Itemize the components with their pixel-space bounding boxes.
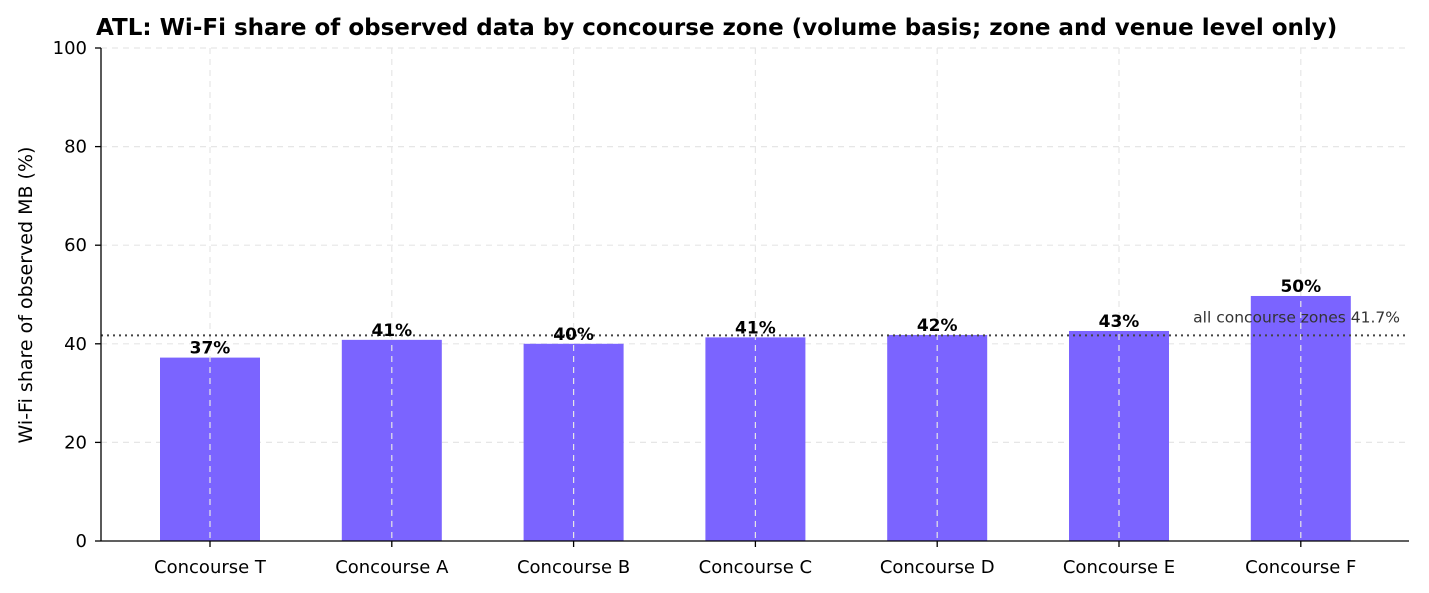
bar (523, 343, 624, 541)
y-tick-label: 0 (76, 531, 87, 552)
labels-layer: 37% 41% 40% 41% 42% 43% 50% (190, 277, 1322, 359)
bar-data-label: 40% (553, 325, 594, 345)
x-tick-label: Concourse B (517, 557, 630, 578)
bar-data-label: 41% (371, 321, 412, 341)
bar-data-label: 43% (1099, 312, 1140, 332)
y-tick-label: 100 (53, 38, 87, 59)
y-tick-label: 20 (64, 432, 87, 453)
y-tick-label: 60 (64, 235, 87, 256)
bar-data-label: 37% (190, 339, 231, 359)
bar-data-label: 41% (735, 318, 776, 338)
x-tick-label: Concourse E (1063, 557, 1175, 578)
bar-data-label: 50% (1280, 277, 1321, 297)
y-axis-label: Wi-Fi share of observed MB (%) (15, 147, 37, 444)
x-tick-label: Concourse T (154, 557, 267, 578)
x-tick-label: Concourse F (1245, 557, 1356, 578)
x-tick-label: Concourse D (880, 557, 995, 578)
bar-data-label: 42% (917, 316, 958, 336)
axes-layer: 0 20 40 60 80 100 Concourse T Concourse A Concou… (53, 38, 1409, 578)
x-tick-label: Concourse C (699, 557, 812, 578)
reference-layer: all concourse zones 41.7% (101, 308, 1409, 337)
x-tick-label: Concourse A (335, 557, 449, 578)
y-tick-label: 40 (64, 334, 87, 355)
bar (341, 339, 442, 541)
chart-title: ATL: Wi-Fi share of observed data by con… (96, 15, 1337, 41)
y-tick-label: 80 (64, 137, 87, 158)
reference-line-label: all concourse zones 41.7% (1193, 308, 1400, 326)
